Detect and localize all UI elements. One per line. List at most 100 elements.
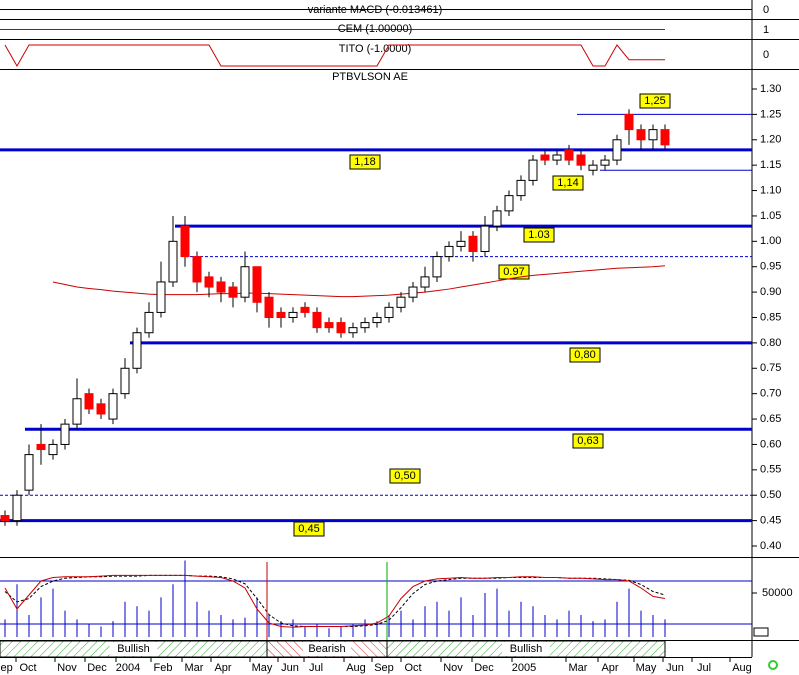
- candle-body: [60, 423, 70, 445]
- candle-body: [648, 129, 658, 141]
- x-tick-label: Oct: [19, 662, 36, 674]
- candle-body: [384, 306, 394, 318]
- candle-body: [192, 256, 202, 283]
- y-tick-label: 1.15: [760, 159, 781, 171]
- x-tick-label: Mar: [569, 662, 588, 674]
- moving-average: [52, 265, 666, 298]
- level-label-box: [552, 175, 584, 191]
- phase-label-bg: [109, 642, 158, 656]
- level-label-box: [498, 264, 530, 280]
- panel-label: CEM (1.00000): [338, 23, 413, 35]
- x-tick-label: Sep: [374, 662, 394, 674]
- oscillator-line: [4, 574, 666, 628]
- x-tick-label: Feb: [154, 662, 173, 674]
- level-label-box: [639, 93, 671, 109]
- y-tick-label: 0.90: [760, 286, 781, 298]
- phase-label-bg: [502, 642, 550, 656]
- panel-label: variante MACD (-0.013461): [308, 4, 443, 16]
- candle-body: [504, 195, 514, 212]
- level-label: 0,63: [577, 435, 598, 447]
- x-tick-label: May: [636, 662, 657, 674]
- x-tick-label: Aug: [346, 662, 366, 674]
- candle-body: [624, 113, 634, 131]
- y-tick-label: 0.65: [760, 413, 781, 425]
- phase-label: Bullish: [510, 643, 542, 655]
- candle-body: [156, 281, 166, 313]
- candle-body: [336, 322, 346, 334]
- y-tick-label: 1.10: [760, 184, 781, 196]
- level-label: 0.97: [503, 266, 524, 278]
- y-tick-label: 0.55: [760, 464, 781, 476]
- x-tick-label: 2005: [512, 662, 536, 674]
- x-tick-label: Aug: [732, 662, 752, 674]
- candle-body: [276, 311, 286, 318]
- y-tick-label: 0.95: [760, 261, 781, 273]
- candle-body: [120, 367, 130, 395]
- x-tick-label: Jun: [281, 662, 299, 674]
- level-label-box: [389, 468, 421, 484]
- level-label: 1,18: [354, 156, 375, 168]
- x-tick-label: Dec: [87, 662, 107, 674]
- x-tick-label: Jul: [309, 662, 323, 674]
- candle-body: [96, 403, 106, 415]
- candle-body: [72, 398, 82, 425]
- chart-title: PTBVLSON AE: [332, 71, 408, 83]
- panel-label: TITO (-1.0000): [339, 43, 412, 55]
- panel-axis-label: 0: [763, 49, 769, 61]
- candle-body: [360, 322, 370, 329]
- candle-body: [180, 225, 190, 258]
- y-tick-label: 1.25: [760, 108, 781, 120]
- level-label-box: [569, 347, 601, 363]
- candle-body: [372, 317, 382, 324]
- y-tick-label: 0.70: [760, 388, 781, 400]
- candle-body: [612, 139, 622, 161]
- candle-body: [0, 515, 10, 522]
- y-tick-label: 0.75: [760, 362, 781, 374]
- candle-body: [240, 266, 250, 298]
- y-tick-label: 1.30: [760, 83, 781, 95]
- y-tick-label: 0.40: [760, 540, 781, 552]
- level-label-box: [523, 227, 555, 243]
- level-label-box: [293, 521, 325, 537]
- candle-body: [24, 454, 34, 491]
- candle-body: [444, 245, 454, 258]
- candle-body: [564, 149, 574, 161]
- candle-body: [396, 296, 406, 308]
- y-tick-label: 1.00: [760, 235, 781, 247]
- phase-label: Bullish: [117, 643, 149, 655]
- y-tick-label: 0.60: [760, 438, 781, 450]
- y-tick-label: 0.85: [760, 311, 781, 323]
- level-label: 1.03: [528, 229, 549, 241]
- level-label: 0,50: [394, 470, 415, 482]
- candle-body: [660, 129, 670, 146]
- y-tick-label: 0.80: [760, 337, 781, 349]
- scroll-box: [753, 627, 769, 637]
- candle-body: [492, 210, 502, 227]
- candle-body: [12, 494, 22, 522]
- candle-body: [576, 154, 586, 166]
- candle-body: [300, 306, 310, 313]
- candle-body: [84, 393, 94, 410]
- x-tick-label: Oct: [404, 662, 421, 674]
- candle-body: [312, 311, 322, 329]
- candle-body: [468, 235, 478, 252]
- y-tick-label: 1.20: [760, 134, 781, 146]
- y-tick-label: 0.50: [760, 489, 781, 501]
- level-label-box: [349, 154, 381, 170]
- candle-body: [48, 443, 58, 456]
- candle-body: [456, 240, 466, 247]
- x-tick-label: Dec: [474, 662, 494, 674]
- x-tick-label: Sep: [0, 662, 13, 674]
- phase-label: Bearish: [308, 643, 345, 655]
- candle-body: [36, 443, 46, 451]
- level-label: 1,14: [557, 177, 578, 189]
- candle-body: [480, 225, 490, 252]
- x-tick-label: 2004: [116, 662, 140, 674]
- candle-body: [528, 159, 538, 181]
- x-tick-label: Mar: [185, 662, 204, 674]
- candle-body: [324, 322, 334, 329]
- candle-body: [144, 311, 154, 334]
- candle-body: [264, 296, 274, 318]
